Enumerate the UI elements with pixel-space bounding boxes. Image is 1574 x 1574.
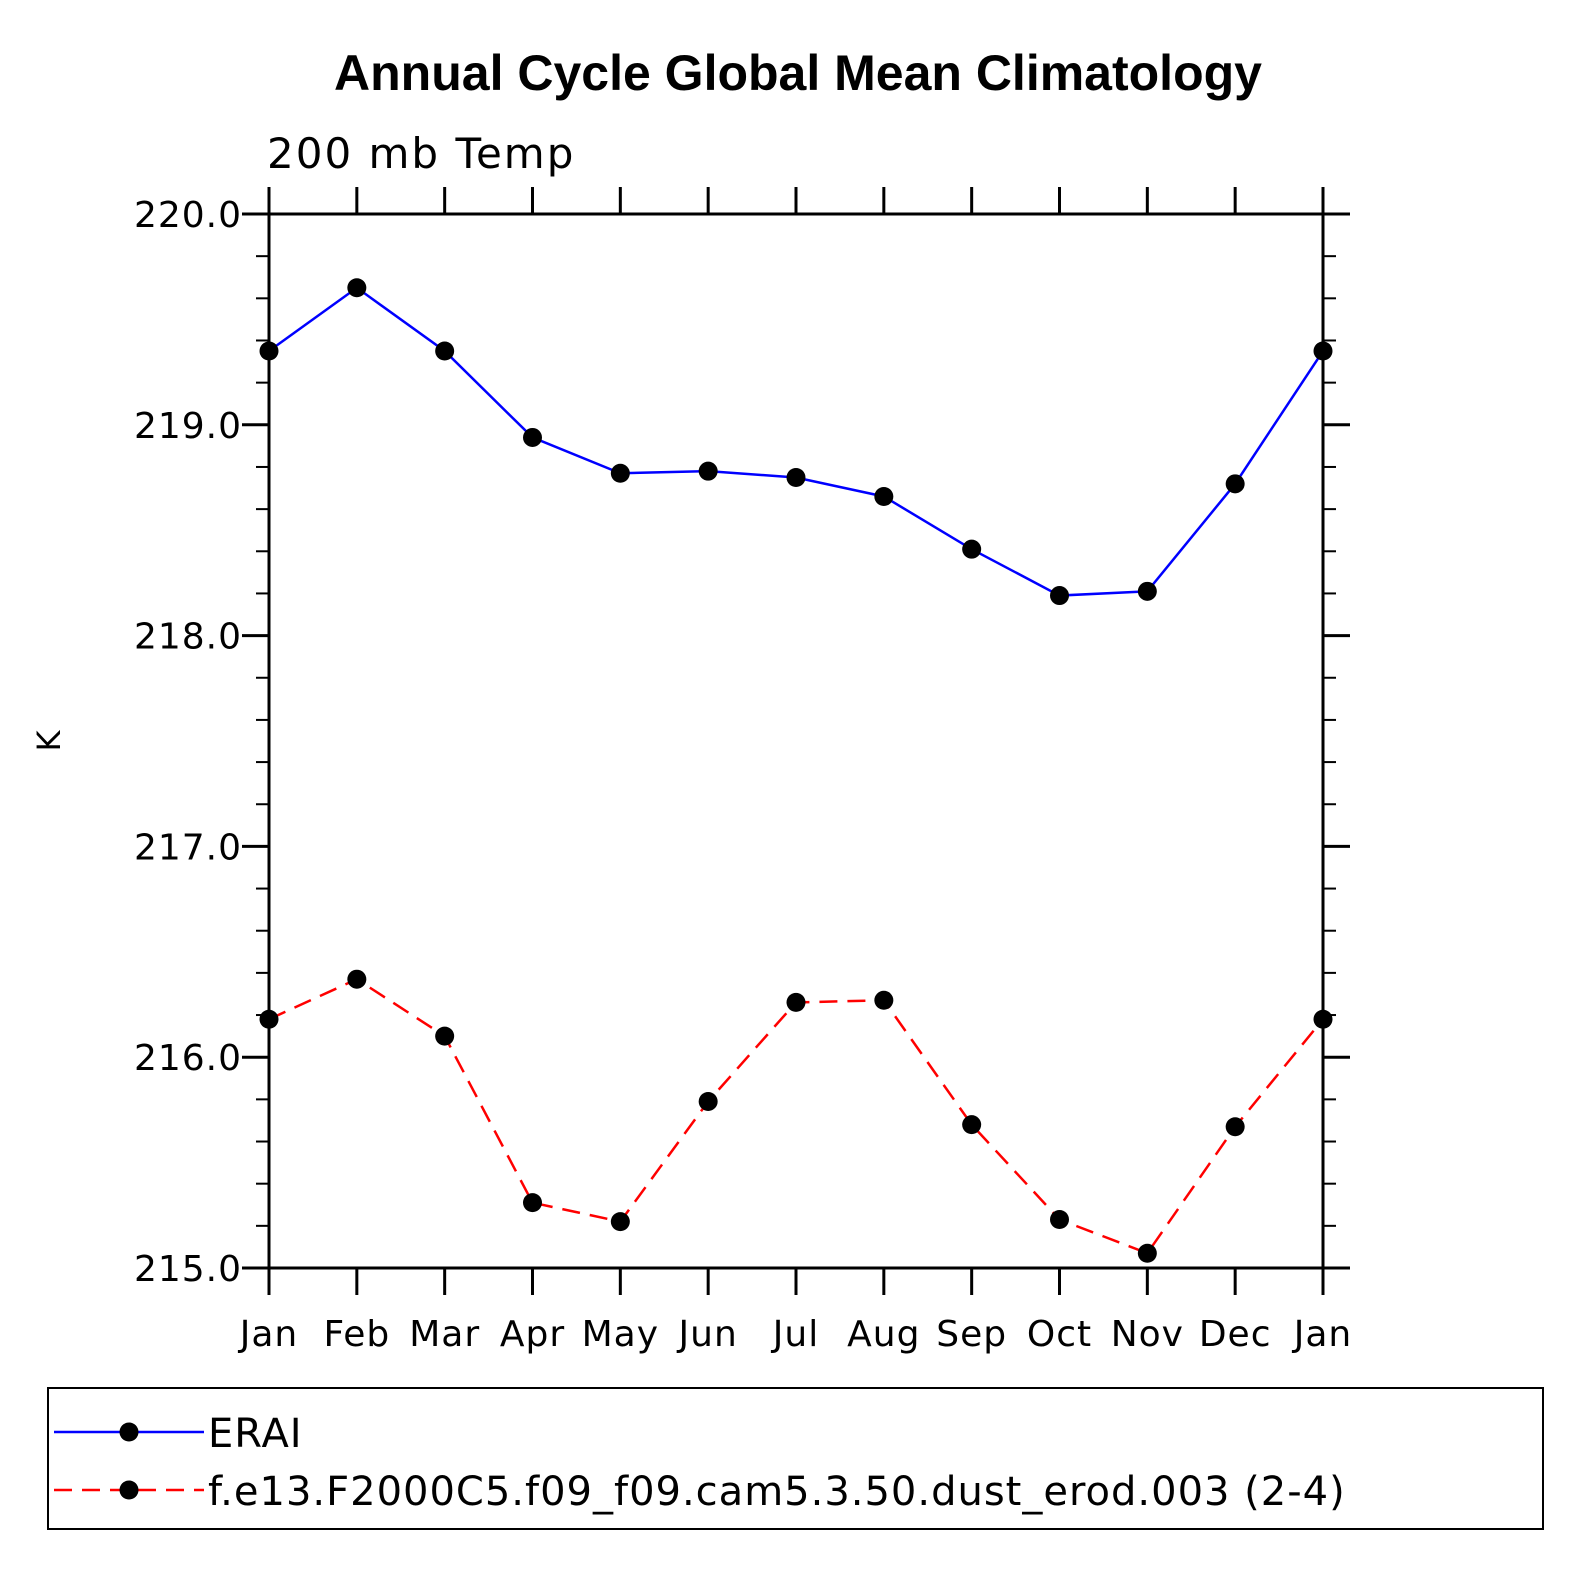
series-2-point [1225,1117,1245,1137]
series-1-point [698,461,718,481]
series-2-point [1137,1243,1157,1263]
series-1-point [1225,474,1245,494]
plot-frame [267,212,1325,1270]
y-tick-label: 219.0 [134,406,242,447]
x-tick-label: Jun [677,1314,738,1355]
legend-label-2: f.e13.F2000C5.f09_f09.cam5.3.50.dust_ero… [208,1469,1346,1515]
series-2-point [347,969,367,989]
series-2-point [786,992,806,1012]
x-tick-label: Jan [238,1314,299,1355]
legend-box [47,1387,1544,1530]
legend: ERAI f.e13.F2000C5.f09_f09.cam5.3.50.dust… [47,1387,1544,1530]
y-tick-label: 218.0 [134,617,242,658]
x-tick-label: Dec [1199,1314,1272,1355]
y-tick-label: 215.0 [134,1249,242,1290]
series-1-point [874,486,894,506]
series-line-2 [268,977,1324,1255]
x-tick-label: Apr [500,1314,565,1355]
x-tick-label: Jul [771,1314,819,1355]
series-1-point [347,278,367,298]
x-tick-label: Mar [409,1314,480,1355]
axes: 215.0 216.0 217.0 218.0 219.0 220.0 Jan Feb Mar A… [134,187,1353,1355]
series-1-point [786,468,806,487]
series-2-point [1313,1009,1333,1029]
legend-label-1: ERAI [208,1411,303,1457]
x-tick-label: Oct [1027,1314,1092,1355]
series-layer [259,278,1333,1263]
x-tick-label: Sep [936,1314,1007,1355]
chart-subtitle: 200 mb Temp [267,129,575,178]
series-2-point [610,1212,630,1232]
series-1-point [1050,586,1069,606]
chart-title: Annual Cycle Global Mean Climatology [334,45,1262,101]
y-tick-label: 220.0 [134,195,242,236]
series-1-point [610,463,630,483]
series-2-point [1050,1210,1069,1230]
y-tick-label: 216.0 [134,1038,242,1079]
series-line-1 [268,286,1325,597]
series-1-point [962,539,982,559]
series-2-point [698,1091,718,1111]
y-axis-label: K [30,729,68,751]
x-tick-label: Aug [847,1314,920,1355]
series-1-point [1137,581,1157,601]
series-1-point [1313,341,1333,361]
series-2-point [523,1193,542,1213]
series-1-point [259,341,279,361]
series-1-point [523,427,542,447]
series-1-point [435,341,455,361]
series-2-point [962,1115,982,1135]
series-2-point [874,990,894,1010]
series-2-point [259,1009,279,1029]
legend-marker-2 [119,1480,139,1500]
x-tick-label: Jan [1292,1314,1353,1355]
series-2-point [435,1026,455,1046]
legend-marker-1 [119,1422,139,1442]
x-tick-label: Feb [323,1314,390,1355]
x-tick-label: May [582,1314,659,1355]
y-tick-label: 217.0 [134,827,242,868]
x-tick-label: Nov [1111,1314,1184,1355]
